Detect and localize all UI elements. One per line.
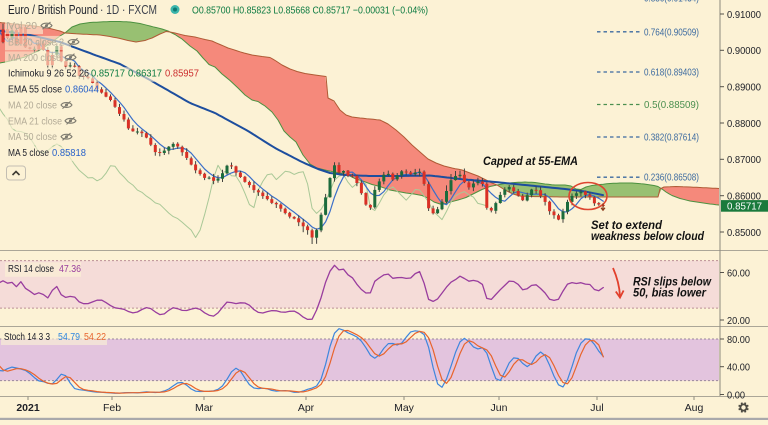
- svg-text:EMA 55 close: EMA 55 close: [8, 85, 62, 96]
- svg-text:0.86044: 0.86044: [65, 85, 99, 96]
- svg-text:2021: 2021: [16, 402, 40, 414]
- svg-text:MA 20 close: MA 20 close: [8, 101, 57, 112]
- svg-text:EMA 21 close: EMA 21 close: [8, 116, 62, 127]
- svg-text:0.85717: 0.85717: [91, 69, 125, 80]
- svg-text:0.00: 0.00: [727, 389, 745, 401]
- svg-text:Ichimoku 9 26 52 26: Ichimoku 9 26 52 26: [8, 69, 89, 80]
- svg-text:54.22: 54.22: [84, 332, 106, 343]
- svg-text:80.00: 80.00: [727, 334, 750, 346]
- svg-text:Aug: Aug: [685, 402, 704, 414]
- svg-text:54.79: 54.79: [58, 332, 80, 343]
- svg-text:May: May: [394, 402, 415, 414]
- svg-text:Jul: Jul: [590, 402, 603, 414]
- svg-text:0.236(0.86508): 0.236(0.86508): [644, 172, 699, 184]
- svg-text:0.618(0.89403): 0.618(0.89403): [644, 67, 699, 79]
- svg-text:0.764(0.90509): 0.764(0.90509): [644, 26, 699, 38]
- svg-text:0.886(0.91434): 0.886(0.91434): [644, 0, 699, 5]
- svg-text:60.00: 60.00: [727, 267, 750, 279]
- svg-text:0.85818: 0.85818: [52, 148, 86, 159]
- svg-text:Euro / British Pound: Euro / British Pound: [8, 3, 98, 17]
- svg-text:· 1D · FXCM: · 1D · FXCM: [100, 3, 157, 17]
- svg-text:Jun: Jun: [491, 402, 508, 414]
- svg-text:0.91000: 0.91000: [727, 9, 761, 21]
- svg-text:MA 5 close: MA 5 close: [8, 148, 49, 159]
- svg-text:MA 50 close: MA 50 close: [8, 132, 57, 143]
- svg-text:40.00: 40.00: [727, 362, 750, 374]
- svg-text:Set to extend: Set to extend: [591, 218, 663, 232]
- svg-text:0.85000: 0.85000: [727, 227, 761, 239]
- svg-text:RSI slips below: RSI slips below: [633, 275, 712, 289]
- svg-text:47.36: 47.36: [59, 264, 81, 275]
- svg-text:0.85957: 0.85957: [165, 69, 199, 80]
- svg-text:0.86000: 0.86000: [727, 190, 761, 202]
- svg-text:weakness below cloud: weakness below cloud: [591, 229, 705, 243]
- svg-text:0.382(0.87614): 0.382(0.87614): [644, 132, 699, 144]
- svg-text:0.5(0.88509): 0.5(0.88509): [644, 99, 699, 111]
- svg-text:BB 20 close 2: BB 20 close 2: [8, 37, 64, 48]
- svg-text:0.86317: 0.86317: [128, 69, 162, 80]
- svg-text:0.90000: 0.90000: [727, 45, 761, 57]
- svg-text:Stoch 14 3 3: Stoch 14 3 3: [4, 332, 50, 343]
- svg-text:50, bias lower: 50, bias lower: [633, 286, 707, 300]
- svg-text:0.85717: 0.85717: [727, 201, 762, 213]
- svg-text:Capped at 55-EMA: Capped at 55-EMA: [483, 154, 578, 168]
- svg-text:0.89000: 0.89000: [727, 81, 761, 93]
- svg-text:0.87000: 0.87000: [727, 154, 761, 166]
- svg-text:O0.85700 H0.85823 L0.85668 C0.: O0.85700 H0.85823 L0.85668 C0.85717 −0.0…: [192, 5, 428, 17]
- svg-text:Apr: Apr: [298, 402, 315, 414]
- svg-text:Mar: Mar: [195, 402, 214, 414]
- svg-text:0.88000: 0.88000: [727, 118, 761, 130]
- svg-text:20.00: 20.00: [727, 315, 750, 327]
- svg-text:Vol 20: Vol 20: [8, 21, 37, 32]
- svg-text:RSI 14 close: RSI 14 close: [8, 264, 54, 275]
- svg-text:Feb: Feb: [103, 402, 121, 414]
- svg-text:MA 200 close: MA 200 close: [8, 53, 61, 64]
